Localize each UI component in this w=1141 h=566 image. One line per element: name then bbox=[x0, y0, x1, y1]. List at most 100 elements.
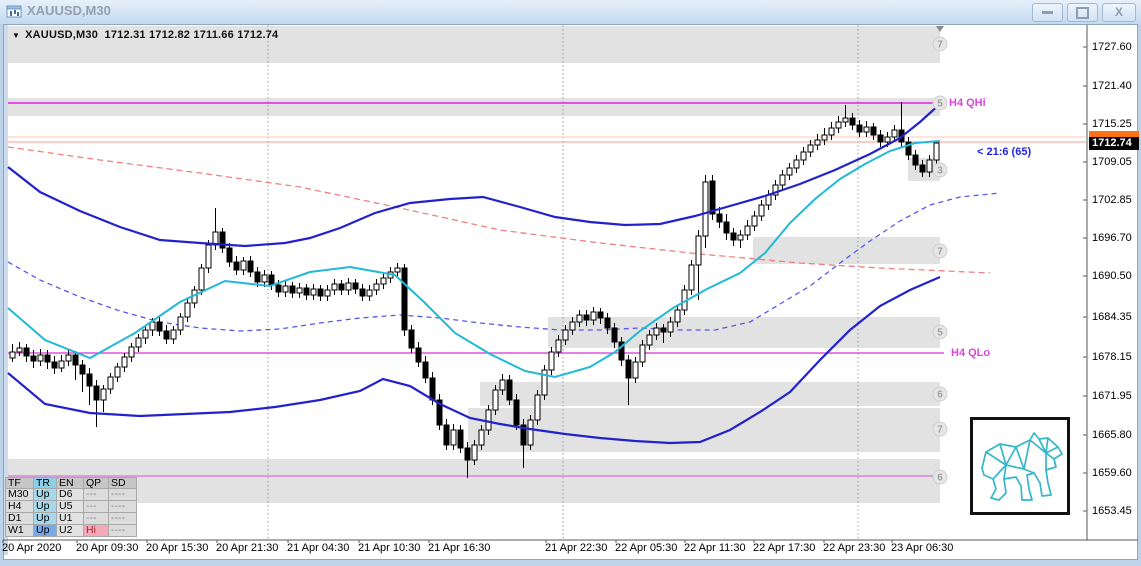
candle-body bbox=[443, 424, 450, 446]
collapse-arrow-icon[interactable]: ▼ bbox=[12, 31, 21, 40]
timeframe-status-table: TF TR EN QP SD M30 Up D6 --- ---- H4 Up U5 --- ---- D1 U… bbox=[5, 477, 137, 537]
candle-body bbox=[758, 204, 765, 217]
candle-body bbox=[541, 369, 548, 396]
zone-strength-marker bbox=[932, 162, 948, 178]
zone-strength-marker bbox=[932, 324, 948, 340]
time-tick-label: 22 Apr 17:30 bbox=[753, 542, 816, 554]
close-button[interactable]: X bbox=[1102, 3, 1136, 22]
zone-strength-number: 6 bbox=[937, 473, 943, 484]
h4-qlo-label: H4 QLo bbox=[951, 347, 991, 359]
candle-body bbox=[604, 317, 611, 329]
zone-strength-marker bbox=[932, 243, 948, 259]
ma-200-dashed-red bbox=[7, 146, 991, 274]
candle-body bbox=[401, 267, 408, 331]
candle-body bbox=[121, 356, 128, 368]
candle-body bbox=[611, 327, 618, 343]
candle-body bbox=[856, 124, 863, 133]
table-cell: H4 bbox=[5, 501, 34, 513]
candle-body bbox=[394, 267, 401, 273]
candle-body bbox=[289, 285, 296, 294]
candle-body bbox=[226, 247, 233, 263]
price-tick-label: 1727.60 bbox=[1092, 41, 1132, 53]
price-tick-label: 1702.85 bbox=[1092, 194, 1132, 206]
time-tick-label: 21 Apr 16:30 bbox=[428, 542, 491, 554]
restore-button[interactable] bbox=[1067, 3, 1098, 22]
table-cell: ---- bbox=[109, 525, 137, 537]
minimize-button[interactable] bbox=[1032, 3, 1063, 22]
candle-body bbox=[205, 244, 212, 269]
candle-body bbox=[72, 354, 79, 366]
price-tick-label: 1678.15 bbox=[1092, 351, 1132, 363]
price-axis[interactable]: 1727.60 1721.40 1715.25 1709.05 1702.85 1696.… bbox=[1090, 24, 1138, 544]
candle-body bbox=[513, 399, 520, 426]
price-tick-label: 1659.60 bbox=[1092, 467, 1132, 479]
time-tick-label: 21 Apr 10:30 bbox=[358, 542, 421, 554]
time-axis[interactable]: 20 Apr 2020 20 Apr 09:30 20 Apr 15:30 20 Ap… bbox=[0, 542, 1135, 556]
candle-body bbox=[457, 429, 464, 449]
candle-body bbox=[499, 379, 506, 391]
candle-body bbox=[100, 388, 107, 401]
table-cell: ---- bbox=[109, 513, 137, 525]
supply-demand-zone bbox=[8, 98, 940, 116]
candle-body bbox=[779, 174, 786, 186]
title-bar[interactable]: XAUUSD,M30 X bbox=[0, 0, 1141, 24]
table-cell: --- bbox=[84, 489, 109, 501]
bear-logo-drawing bbox=[981, 432, 1063, 501]
zone-strength-marker bbox=[932, 386, 948, 402]
candle-body bbox=[51, 361, 58, 369]
table-cell: Up bbox=[34, 513, 57, 525]
candle-body bbox=[835, 121, 842, 129]
candle-body bbox=[310, 288, 317, 296]
time-tick-label: 21 Apr 22:30 bbox=[545, 542, 608, 554]
candle-body bbox=[9, 351, 16, 359]
zone-strength-number: 5 bbox=[937, 328, 943, 339]
candle-body bbox=[646, 334, 653, 346]
candle-body bbox=[65, 354, 72, 362]
table-cell: U5 bbox=[57, 501, 84, 513]
candle-body bbox=[366, 289, 373, 297]
table-row: W1 Up U2 Hi ---- bbox=[5, 525, 137, 537]
zone-strength-marker bbox=[932, 469, 948, 485]
h4-qhi-label: H4 QHi bbox=[949, 97, 986, 109]
candle-body bbox=[933, 142, 940, 161]
candle-body bbox=[688, 264, 695, 291]
zone-strength-marker bbox=[932, 95, 948, 111]
candle-body bbox=[268, 274, 275, 286]
candle-body bbox=[58, 360, 65, 369]
candle-body bbox=[338, 283, 345, 291]
candle-body bbox=[667, 321, 674, 333]
table-row: H4 Up U5 --- ---- bbox=[5, 501, 137, 513]
table-cell: Up bbox=[34, 501, 57, 513]
restore-icon bbox=[1076, 7, 1089, 19]
candle-body bbox=[660, 327, 667, 333]
candle-body bbox=[625, 359, 632, 379]
candle-body bbox=[352, 282, 359, 290]
minimize-icon bbox=[1042, 11, 1053, 14]
candle-body bbox=[730, 232, 737, 241]
band-upper-blue bbox=[7, 103, 941, 248]
supply-demand-zone bbox=[480, 382, 940, 406]
candle-body bbox=[485, 409, 492, 431]
table-header-cell: TF bbox=[5, 477, 34, 489]
close-icon: X bbox=[1114, 5, 1123, 19]
candle-body bbox=[317, 288, 324, 297]
candle-body bbox=[247, 260, 254, 273]
time-tick-label: 20 Apr 15:30 bbox=[146, 542, 209, 554]
candle-body bbox=[814, 139, 821, 146]
candle-body bbox=[128, 346, 135, 358]
candle-body bbox=[653, 327, 660, 336]
price-tick-label: 1690.50 bbox=[1092, 270, 1132, 282]
table-header-cell: EN bbox=[57, 477, 84, 489]
candle-body bbox=[23, 347, 30, 357]
candle-body bbox=[219, 231, 226, 249]
candle-body bbox=[569, 321, 576, 331]
table-cell: Hi bbox=[84, 525, 109, 537]
candle-body bbox=[737, 234, 744, 241]
candle-body bbox=[877, 134, 884, 143]
candle-body bbox=[233, 261, 240, 271]
zone-strength-marker bbox=[932, 36, 948, 52]
table-cell: --- bbox=[84, 513, 109, 525]
candle-body bbox=[359, 288, 366, 297]
table-header-cell: SD bbox=[109, 477, 137, 489]
